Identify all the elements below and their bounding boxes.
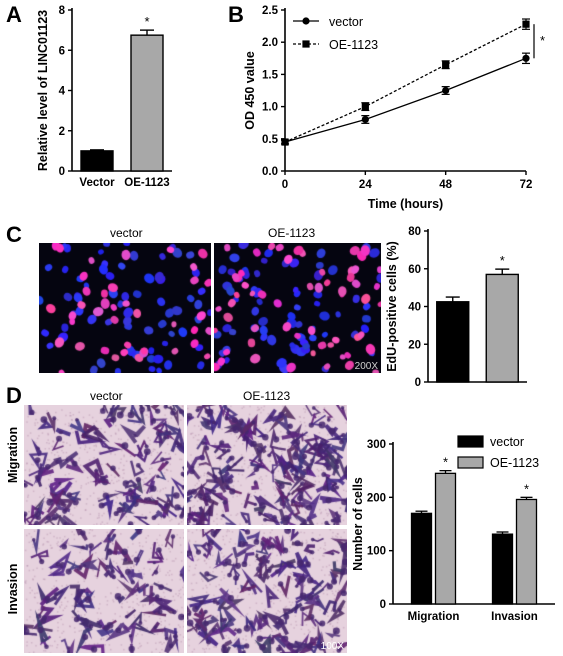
y-tick-label: 1.0 (262, 102, 278, 114)
y-tick-label: 6 (59, 45, 65, 57)
panel-letter-c: C (6, 222, 22, 247)
y-axis-title: Relative level of LINC01123 (36, 10, 50, 171)
x-tick-label: Invasion (491, 611, 538, 623)
data-point-oe-1123 (361, 103, 369, 111)
panel-letter-a: A (6, 2, 22, 27)
data-point-vector (442, 86, 450, 95)
x-axis-title: Time (hours) (368, 197, 443, 211)
y-tick-label: 0 (59, 166, 65, 178)
y-tick-label: 8 (59, 5, 66, 17)
x-tick-label: OE-1123 (124, 177, 169, 189)
y-axis-title: EdU-positive cells (%) (385, 241, 399, 372)
panel-letter-d: D (6, 383, 22, 408)
y-tick-label: 4 (59, 86, 66, 98)
legend-marker (302, 40, 310, 48)
transwell-image-invasion-oe1123: 100X (187, 529, 347, 653)
transwell-image-migration-vector (24, 405, 184, 525)
bar-oe-1123 (130, 34, 164, 172)
data-point-vector (522, 54, 530, 62)
y-tick-label: 200 (367, 492, 386, 504)
bar-invasion-oe-1123 (515, 498, 538, 605)
legend-label-vector: vector (490, 435, 524, 449)
c-col-label-oe1123: OE-1123 (268, 226, 316, 240)
bar-migration-oe-1123 (434, 472, 457, 605)
transwell-image-migration-oe1123 (187, 405, 347, 525)
bar-vector (80, 150, 114, 172)
x-tick-label: 72 (520, 179, 533, 191)
x-tick-label: 0 (282, 179, 288, 191)
chart-d-cell-counts: 0 100 200 300 * Migration * Invasion vector OE-11… (351, 435, 555, 623)
d-col-label-oe1123: OE-1123 (243, 389, 291, 403)
x-tick-label: 24 (359, 179, 372, 191)
data-point-vector (361, 115, 369, 124)
significance-mark: * (500, 253, 505, 268)
data-point-oe-1123 (281, 138, 289, 146)
x-tick-label: 48 (439, 179, 452, 191)
series-line-vector (284, 57, 527, 143)
y-tick-label: 0 (380, 599, 386, 611)
bar-vector (436, 301, 470, 383)
y-tick-label: 0.5 (262, 134, 279, 146)
legend-swatch (457, 435, 484, 448)
significance-mark: * (524, 481, 529, 496)
c-col-label-vector: vector (110, 226, 143, 240)
significance-mark: * (144, 14, 149, 29)
y-tick-label: 2.5 (262, 5, 279, 17)
magnification-label-c: 200X (354, 361, 378, 372)
bar-invasion-vector (491, 533, 514, 605)
data-point-oe-1123 (522, 20, 530, 28)
y-tick-label: 60 (408, 264, 421, 276)
chart-a-linc01123-level: 0 2 4 6 8 Vector OE-1123 * Relative level of LIN… (36, 5, 172, 189)
bar-migration-vector (410, 512, 433, 605)
significance-mark: * (540, 33, 545, 48)
y-tick-label: 2 (59, 126, 65, 138)
legend-label-vector: vector (329, 15, 363, 29)
bar-oe-1123 (485, 273, 519, 383)
y-axis-title: OD 450 value (243, 51, 257, 130)
edu-image-oe1123: 200X (214, 243, 381, 373)
d-col-label-vector: vector (90, 389, 123, 403)
panel-letter-b: B (228, 2, 244, 27)
y-tick-label: 2.0 (262, 37, 278, 49)
x-tick-label: Vector (79, 177, 115, 189)
legend-label-oe-1123: OE-1123 (490, 456, 539, 470)
edu-image-vector (39, 243, 211, 373)
chart-c-edu-positive: 020406080vectorOE-1123*EdU-positive cell… (385, 226, 527, 388)
data-point-oe-1123 (442, 61, 450, 69)
chart-b-od450-growth: 0.0 0.5 1.0 1.5 2.0 2.5 0 24 48 72 vector OE-1123 * T… (243, 5, 545, 211)
y-tick-label: 0 (415, 377, 421, 388)
transwell-image-invasion-vector (24, 529, 184, 653)
d-row-label-migration: Migration (6, 426, 20, 484)
legend-label-oe-1123: OE-1123 (329, 38, 378, 52)
legend-marker (302, 17, 310, 25)
y-tick-label: 0.0 (262, 166, 278, 178)
y-tick-label: 1.5 (262, 69, 279, 81)
x-tick-label: Migration (408, 611, 460, 623)
d-row-label-invasion: Invasion (6, 563, 20, 615)
y-axis-title: Number of cells (351, 477, 365, 571)
y-tick-label: 100 (367, 546, 386, 558)
magnification-label-d: 100X (320, 641, 344, 652)
y-tick-label: 20 (408, 339, 421, 351)
significance-mark: * (443, 455, 448, 470)
series-line-oe-1123 (284, 23, 527, 143)
y-tick-label: 80 (408, 226, 421, 238)
y-tick-label: 300 (367, 439, 386, 451)
y-tick-label: 40 (408, 302, 421, 314)
legend-swatch (457, 456, 484, 469)
